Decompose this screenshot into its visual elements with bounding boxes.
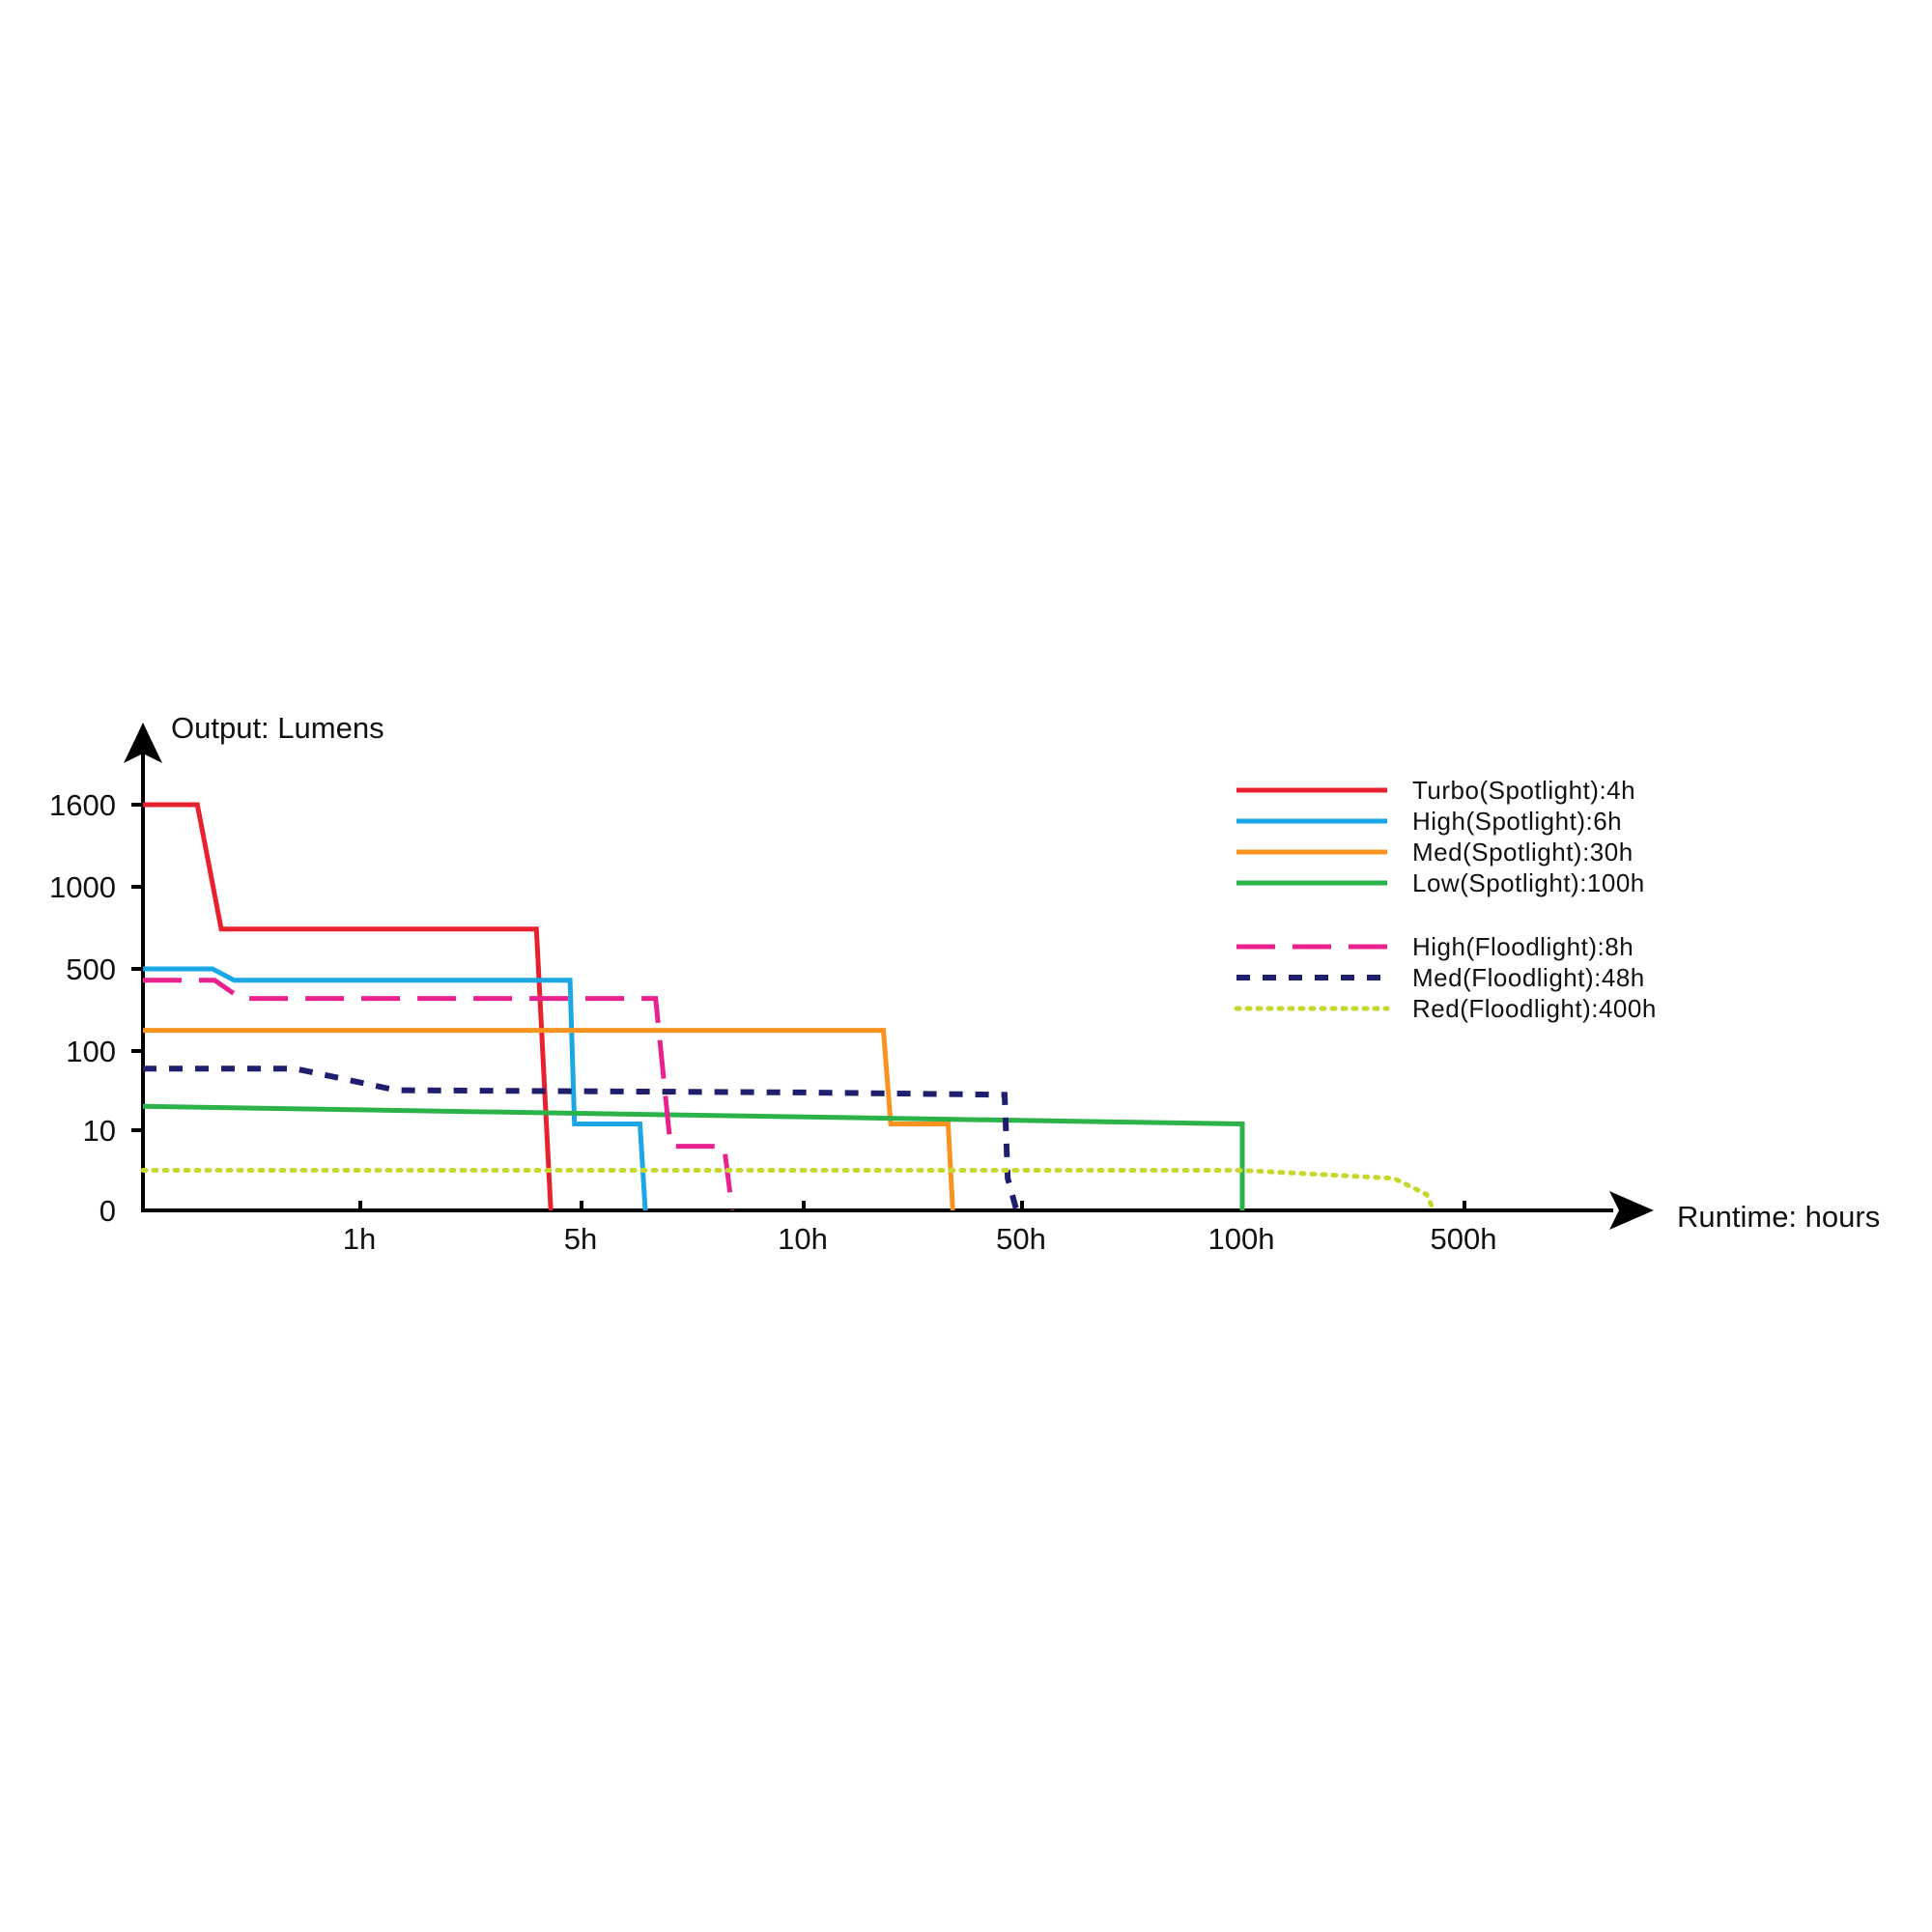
x-tick-label: 100h bbox=[1208, 1222, 1275, 1256]
y-tick-label: 0 bbox=[99, 1194, 116, 1228]
series-layer bbox=[140, 802, 1436, 1213]
series-line-4 bbox=[142, 1103, 1245, 1210]
x-tick-label: 50h bbox=[996, 1222, 1046, 1256]
y-axis-title: Output: Lumens bbox=[171, 711, 384, 745]
y-ticks: 0 10 100 500 1000 1600 bbox=[49, 788, 143, 1228]
legend-label: Red(Floodlight):400h bbox=[1412, 994, 1657, 1023]
x-tick-label: 1h bbox=[343, 1222, 376, 1256]
y-tick-label: 1600 bbox=[49, 788, 116, 822]
legend-label: Med(Spotlight):30h bbox=[1412, 838, 1634, 867]
series-line-7 bbox=[140, 1168, 1436, 1213]
y-tick-label: 500 bbox=[66, 952, 116, 986]
x-axis-title: Runtime: hours bbox=[1677, 1200, 1880, 1234]
x-ticks: 1h 5h 10h 50h 100h 500h bbox=[343, 1201, 1497, 1256]
legend-label: Low(Spotlight):100h bbox=[1412, 868, 1645, 897]
y-tick-label: 100 bbox=[66, 1035, 116, 1068]
legend-label: High(Spotlight):6h bbox=[1412, 807, 1622, 836]
series-line-3 bbox=[143, 1028, 955, 1211]
y-axis-arrow-icon bbox=[124, 723, 162, 763]
legend: Turbo(Spotlight):4hHigh(Spotlight):6hMed… bbox=[1234, 776, 1657, 1023]
series-line-6 bbox=[143, 1065, 1020, 1211]
series-line-1 bbox=[143, 802, 554, 1211]
x-tick-label: 500h bbox=[1431, 1222, 1497, 1256]
x-tick-label: 10h bbox=[778, 1222, 828, 1256]
legend-label: Med(Floodlight):48h bbox=[1412, 963, 1645, 992]
y-tick-label: 1000 bbox=[49, 870, 116, 904]
axes: Output: Lumens Runtime: hours bbox=[124, 711, 1880, 1234]
x-tick-label: 5h bbox=[564, 1222, 597, 1256]
x-axis-arrow-icon bbox=[1609, 1191, 1654, 1230]
series-line-5 bbox=[143, 978, 735, 1211]
y-tick-label: 10 bbox=[83, 1114, 116, 1148]
series-line-2 bbox=[143, 966, 648, 1211]
legend-label: High(Floodlight):8h bbox=[1412, 932, 1634, 961]
legend-label: Turbo(Spotlight):4h bbox=[1412, 776, 1635, 805]
